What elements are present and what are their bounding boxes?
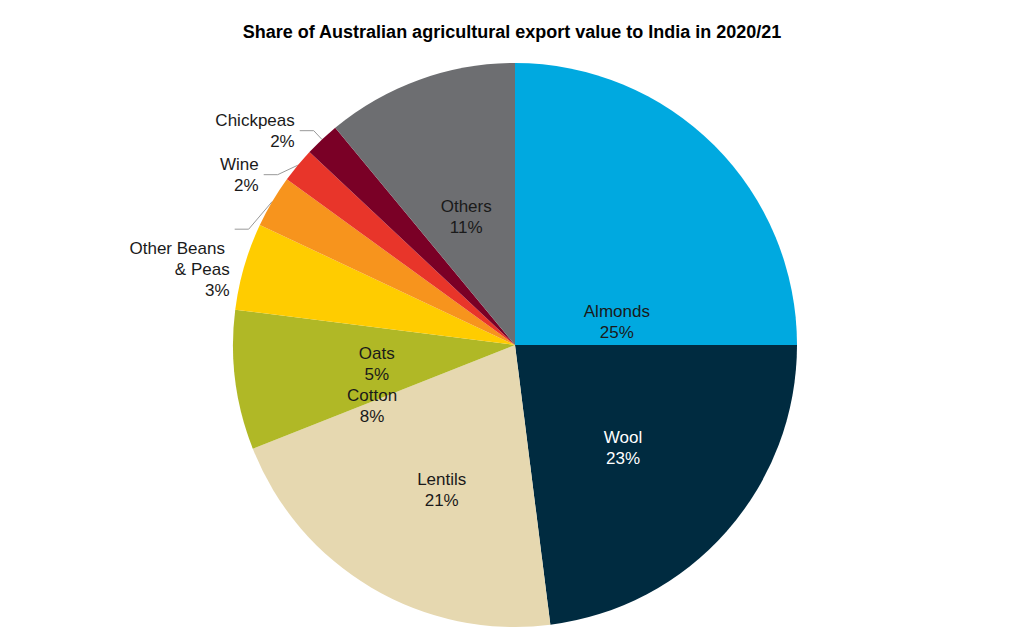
- svg-text:25%: 25%: [600, 323, 634, 342]
- svg-text:Almonds: Almonds: [584, 302, 650, 321]
- svg-text:8%: 8%: [360, 407, 385, 426]
- svg-text:Wine: Wine: [220, 155, 259, 174]
- svg-text:11%: 11%: [450, 218, 483, 237]
- svg-text:Cotton: Cotton: [347, 386, 397, 405]
- svg-text:& Peas: & Peas: [175, 260, 230, 279]
- svg-text:Lentils: Lentils: [417, 470, 466, 489]
- svg-text:Others: Others: [441, 197, 492, 216]
- svg-text:Wool: Wool: [604, 428, 642, 447]
- svg-text:23%: 23%: [606, 449, 640, 468]
- svg-text:2%: 2%: [270, 132, 295, 151]
- svg-text:Oats: Oats: [359, 344, 395, 363]
- svg-text:5%: 5%: [364, 365, 389, 384]
- svg-text:21%: 21%: [425, 491, 459, 510]
- svg-text:Other Beans: Other Beans: [130, 239, 230, 258]
- svg-text:2%: 2%: [234, 176, 259, 195]
- svg-text:3%: 3%: [205, 281, 230, 300]
- svg-text:Chickpeas: Chickpeas: [215, 111, 294, 130]
- svg-text:Share of Australian agricultur: Share of Australian agricultural export …: [243, 22, 782, 42]
